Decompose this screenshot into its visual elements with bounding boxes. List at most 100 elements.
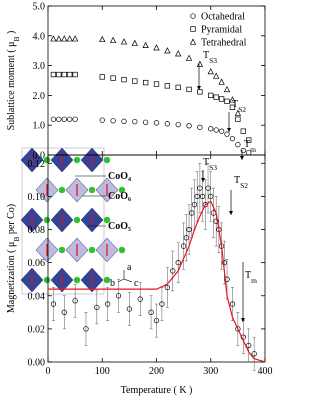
point xyxy=(208,193,214,200)
point xyxy=(246,342,252,349)
atom xyxy=(73,156,81,164)
point xyxy=(67,71,73,78)
point xyxy=(170,268,176,274)
point xyxy=(67,116,73,122)
inset-axis-label: a xyxy=(127,262,132,273)
y-tick-label: 0.06 xyxy=(28,258,46,269)
point xyxy=(223,85,231,93)
atom xyxy=(58,186,66,194)
point xyxy=(61,309,67,315)
subscript: B xyxy=(12,237,21,242)
x-tick-label: 200 xyxy=(149,366,164,377)
y-tick-label: 5.0 xyxy=(33,2,46,13)
point xyxy=(213,72,220,79)
atom xyxy=(43,216,51,224)
point xyxy=(194,193,200,200)
atom xyxy=(103,216,111,224)
subscript: B xyxy=(12,36,21,41)
text-part: T xyxy=(203,157,209,168)
point xyxy=(164,47,171,54)
point xyxy=(115,293,122,299)
subscript: m xyxy=(251,276,257,285)
point xyxy=(66,35,73,42)
point xyxy=(186,123,192,129)
x-tick-label: 0 xyxy=(46,366,51,377)
point xyxy=(191,202,198,208)
point xyxy=(50,35,57,42)
point xyxy=(197,89,203,95)
point xyxy=(235,116,241,122)
annotation: TS3 xyxy=(203,157,217,172)
legend-label: Tetrahedral xyxy=(201,38,247,49)
point xyxy=(229,301,236,307)
x-tick-label: 400 xyxy=(258,366,273,377)
point xyxy=(137,296,143,302)
point xyxy=(208,92,214,99)
annotation: TS2 xyxy=(232,99,246,114)
point xyxy=(218,96,225,102)
x-tick-label: 300 xyxy=(203,366,218,377)
y-tick-label: 1.0 xyxy=(33,121,46,132)
subscript: S3 xyxy=(209,163,217,172)
figure: CoO₄ CoO₆ CoO₅ a b c 0.0 1.0 2.0 3.0 4.0 5.0 Sublat… xyxy=(6,2,273,397)
point xyxy=(175,84,181,91)
atom xyxy=(88,246,96,254)
y-tick-label: 0.04 xyxy=(28,291,46,302)
point xyxy=(175,50,182,57)
point xyxy=(205,185,211,191)
inset-axis-label: c xyxy=(134,278,139,289)
x-tick-label: 100 xyxy=(95,366,110,377)
atom xyxy=(118,246,126,254)
point xyxy=(94,304,100,311)
atom xyxy=(103,156,111,164)
point xyxy=(121,76,127,83)
subscript: S2 xyxy=(238,105,246,114)
text-part: T xyxy=(234,175,240,186)
text-part: T xyxy=(203,50,209,61)
arrow-head xyxy=(201,178,205,182)
point xyxy=(83,326,89,332)
inset-label: CoO₄ xyxy=(108,171,131,182)
point xyxy=(197,185,203,191)
point xyxy=(207,67,214,75)
point xyxy=(218,128,225,134)
y-tick-label: 0.08 xyxy=(28,225,46,236)
point xyxy=(218,78,225,85)
point xyxy=(56,71,62,78)
atom xyxy=(73,276,81,284)
point xyxy=(72,116,78,122)
point xyxy=(251,351,257,357)
y-tick-label: 2.0 xyxy=(33,91,46,102)
point xyxy=(50,301,57,307)
y-tick-label: 0.10 xyxy=(28,192,46,203)
text-part: Sublattice moment ( μ xyxy=(6,41,17,130)
point xyxy=(186,226,192,233)
point xyxy=(61,71,67,78)
point xyxy=(148,309,154,315)
point xyxy=(61,35,68,42)
point xyxy=(110,75,116,81)
point xyxy=(240,128,246,134)
arrow-head xyxy=(229,211,233,215)
line xyxy=(48,200,266,363)
arrow-head xyxy=(197,86,201,90)
point xyxy=(229,135,236,142)
point xyxy=(208,126,214,132)
point xyxy=(240,147,246,154)
y-tick-label: 0.12 xyxy=(28,159,46,170)
point xyxy=(189,38,197,45)
annotation: TS2 xyxy=(234,175,248,190)
atom xyxy=(73,216,81,224)
point xyxy=(190,13,196,19)
point xyxy=(229,104,236,110)
point xyxy=(126,306,133,312)
point xyxy=(99,35,106,43)
subscript: m xyxy=(250,145,256,154)
point xyxy=(71,35,79,42)
point xyxy=(50,71,57,78)
point xyxy=(121,118,127,124)
point xyxy=(56,116,62,122)
point xyxy=(105,301,111,307)
axis-arrow xyxy=(123,278,133,283)
atom xyxy=(88,186,96,194)
